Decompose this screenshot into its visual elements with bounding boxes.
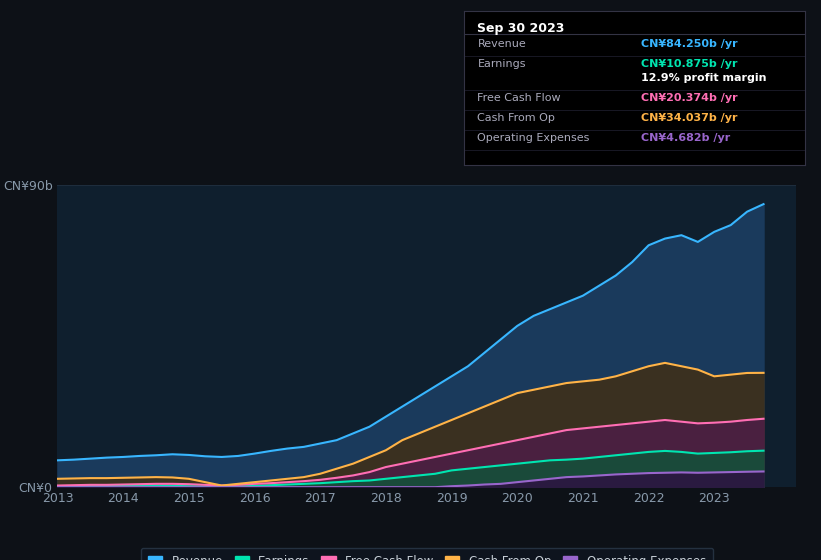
Text: CN¥10.875b /yr: CN¥10.875b /yr xyxy=(641,59,737,69)
Text: Revenue: Revenue xyxy=(478,39,526,49)
Text: 12.9% profit margin: 12.9% profit margin xyxy=(641,73,767,83)
Text: CN¥20.374b /yr: CN¥20.374b /yr xyxy=(641,93,737,103)
Text: Free Cash Flow: Free Cash Flow xyxy=(478,93,561,103)
Legend: Revenue, Earnings, Free Cash Flow, Cash From Op, Operating Expenses: Revenue, Earnings, Free Cash Flow, Cash … xyxy=(140,548,713,560)
Text: Operating Expenses: Operating Expenses xyxy=(478,133,589,143)
Text: CN¥4.682b /yr: CN¥4.682b /yr xyxy=(641,133,731,143)
Text: CN¥34.037b /yr: CN¥34.037b /yr xyxy=(641,113,737,123)
Text: CN¥84.250b /yr: CN¥84.250b /yr xyxy=(641,39,737,49)
Text: Earnings: Earnings xyxy=(478,59,526,69)
Text: Cash From Op: Cash From Op xyxy=(478,113,555,123)
Text: Sep 30 2023: Sep 30 2023 xyxy=(478,22,565,35)
